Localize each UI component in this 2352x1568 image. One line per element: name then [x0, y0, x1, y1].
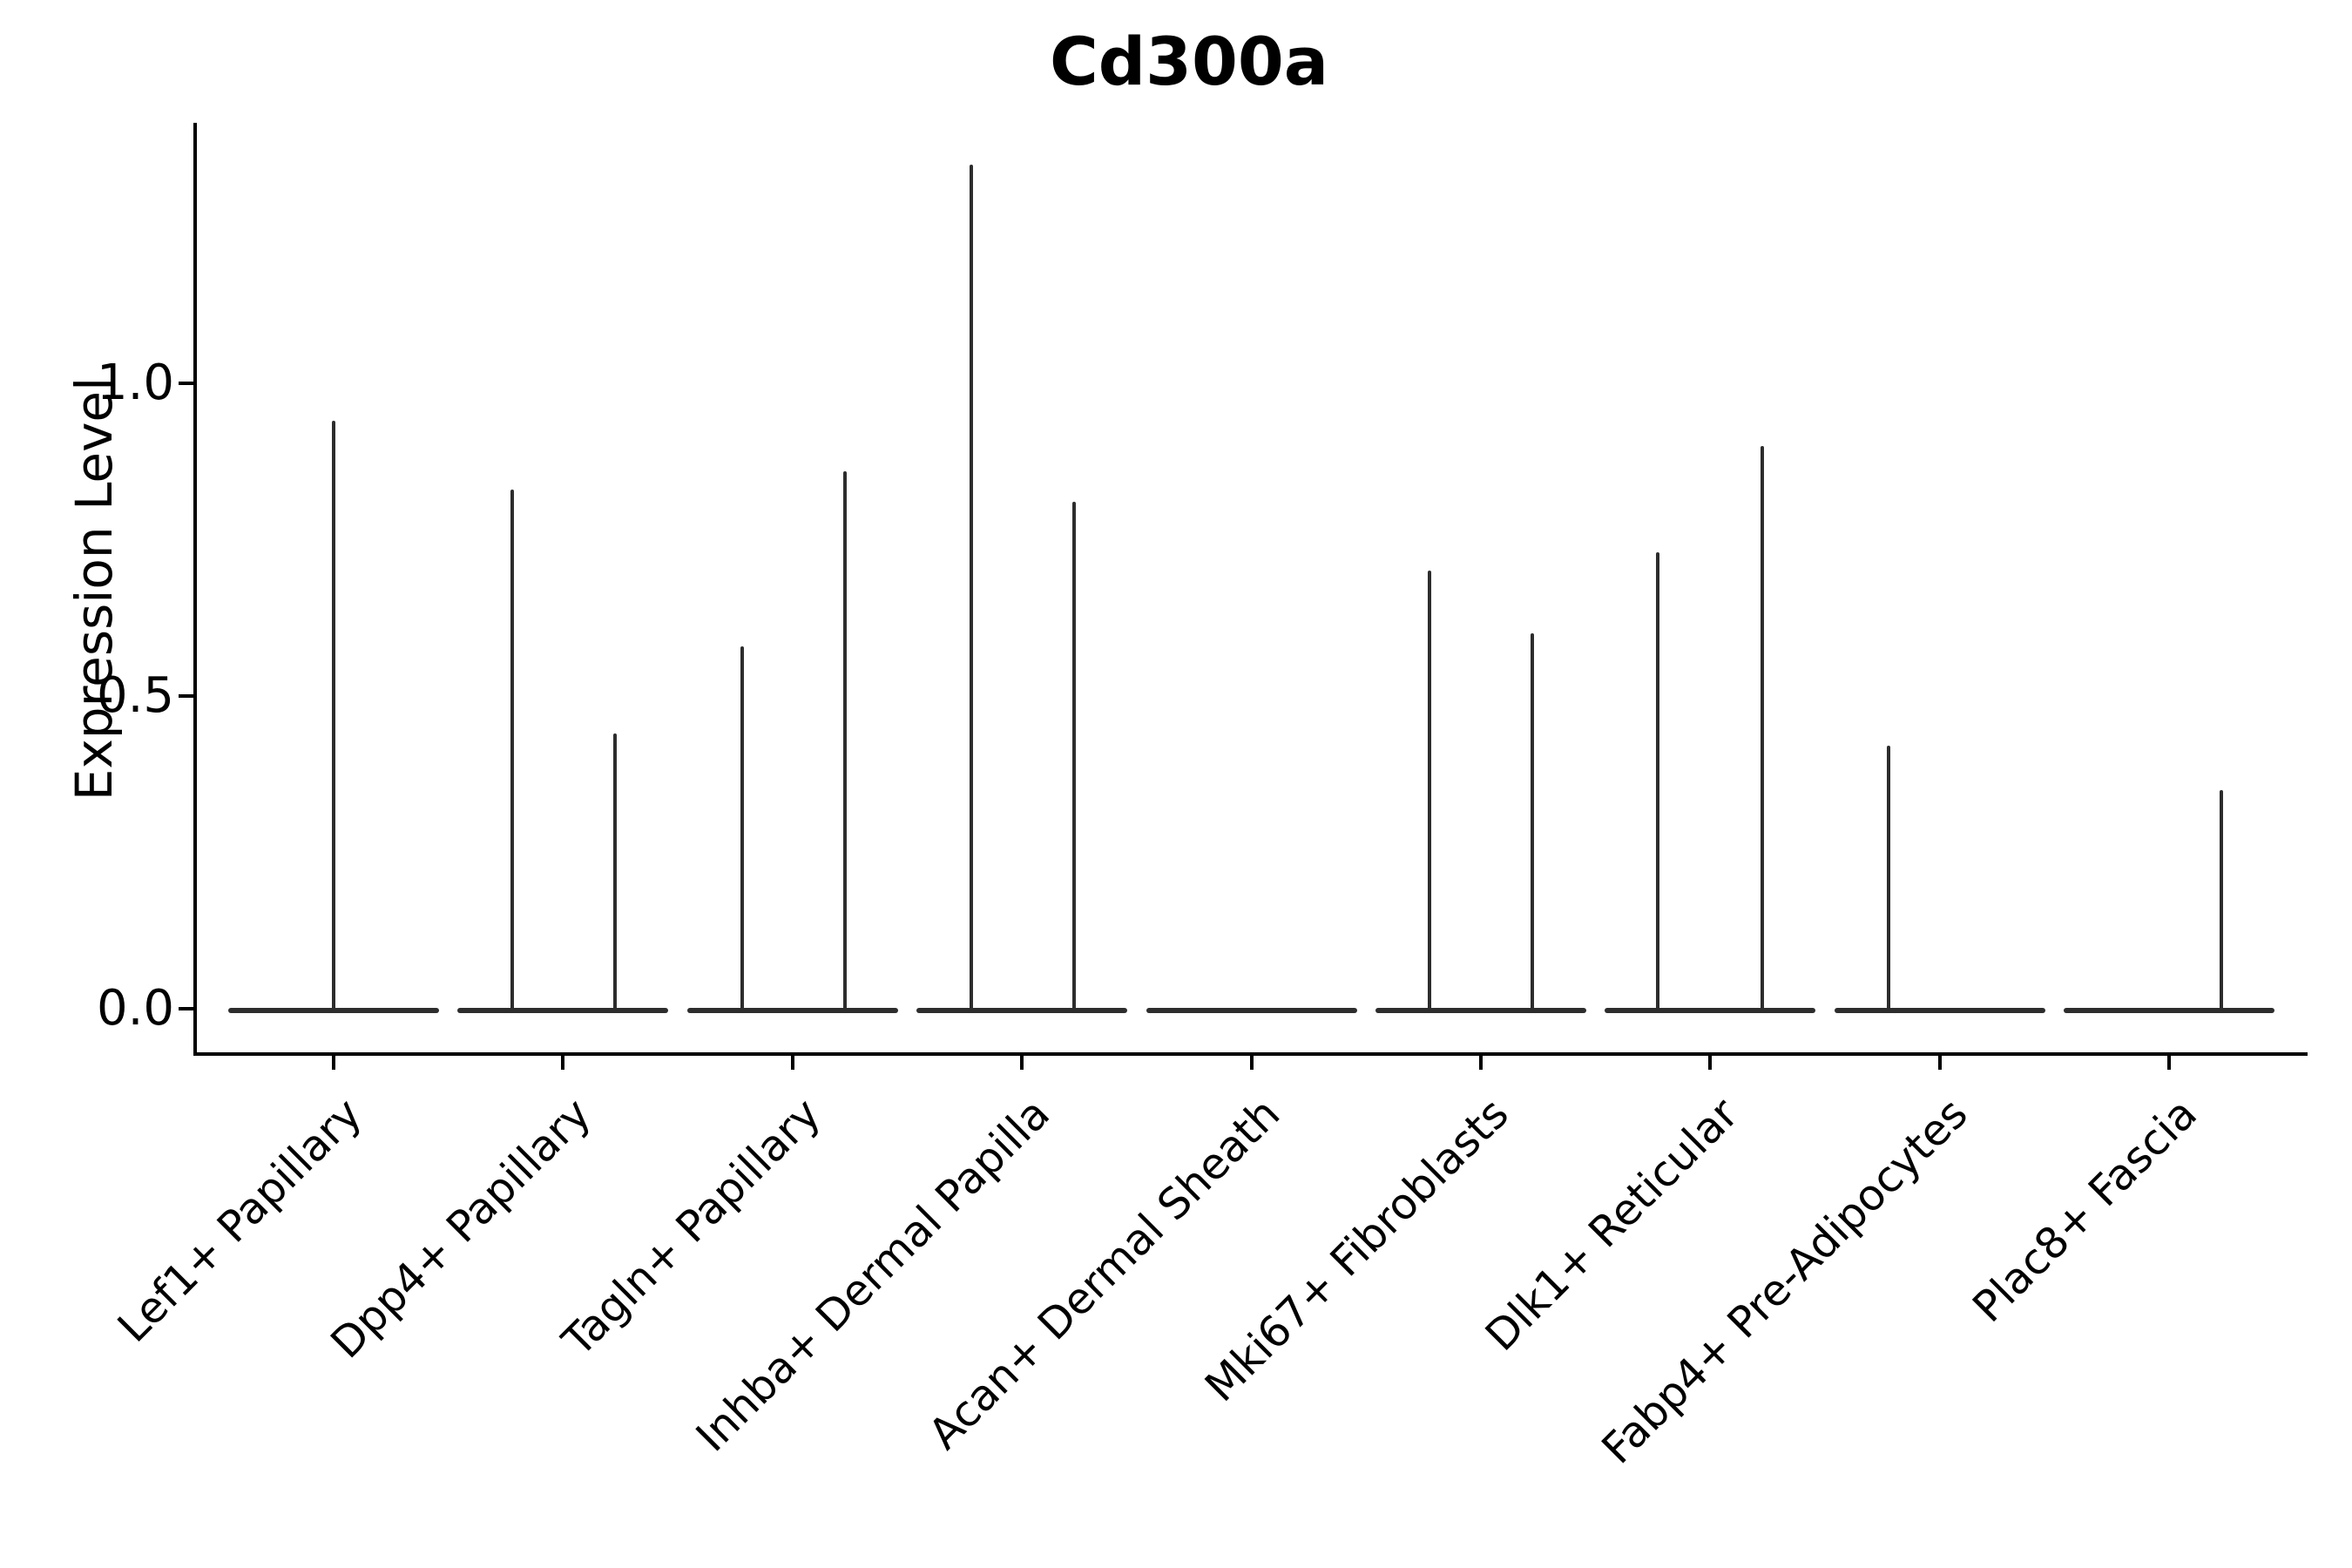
- violin-spike: [740, 645, 744, 1013]
- violin-spike: [1656, 551, 1660, 1013]
- y-tick-label: 1.0: [96, 355, 174, 411]
- x-axis-spine: [193, 1052, 2308, 1056]
- x-tick: [1937, 1056, 1942, 1070]
- violin-spike: [1531, 633, 1534, 1013]
- violin-spike: [842, 470, 847, 1013]
- x-tick: [332, 1056, 335, 1070]
- violin-body: [457, 1008, 669, 1013]
- x-tick-label: Dlk1+ Reticular: [1476, 1088, 1748, 1361]
- y-axis-label: Expression Level: [64, 376, 124, 801]
- violin-body: [2064, 1008, 2275, 1013]
- violin-body: [1605, 1008, 1816, 1013]
- y-tick-label: 0.0: [96, 980, 174, 1037]
- y-tick-label: 0.5: [96, 667, 174, 724]
- x-tick: [790, 1056, 794, 1070]
- x-tick: [1020, 1056, 1024, 1070]
- violin-spike: [1761, 445, 1765, 1013]
- violin-spike: [1072, 502, 1077, 1013]
- x-tick-label: Plac8+ Fascia: [1963, 1088, 2207, 1333]
- violin-spike: [970, 164, 974, 1013]
- y-tick: [179, 1007, 193, 1010]
- x-tick: [2167, 1056, 2172, 1070]
- y-tick: [179, 382, 193, 385]
- x-tick-label: Lef1+ Papillary: [108, 1088, 372, 1352]
- violin-spike: [2220, 789, 2224, 1013]
- y-axis-spine: [193, 123, 197, 1056]
- violin-body: [1834, 1008, 2045, 1013]
- violin-body: [686, 1008, 898, 1013]
- x-tick: [1479, 1056, 1483, 1070]
- violin-body: [1146, 1008, 1357, 1013]
- violin-spike: [332, 421, 335, 1013]
- x-tick: [1708, 1056, 1713, 1070]
- chart-title: Cd300a: [1049, 23, 1329, 100]
- y-tick: [179, 694, 193, 698]
- violin-spike: [613, 733, 618, 1013]
- violin-spike: [1428, 571, 1431, 1013]
- violin-body: [916, 1008, 1128, 1013]
- violin-spike: [510, 490, 515, 1013]
- x-tick: [561, 1056, 565, 1070]
- x-tick: [1249, 1056, 1254, 1070]
- violin-body: [1375, 1008, 1586, 1013]
- violin-spike: [1886, 746, 1890, 1013]
